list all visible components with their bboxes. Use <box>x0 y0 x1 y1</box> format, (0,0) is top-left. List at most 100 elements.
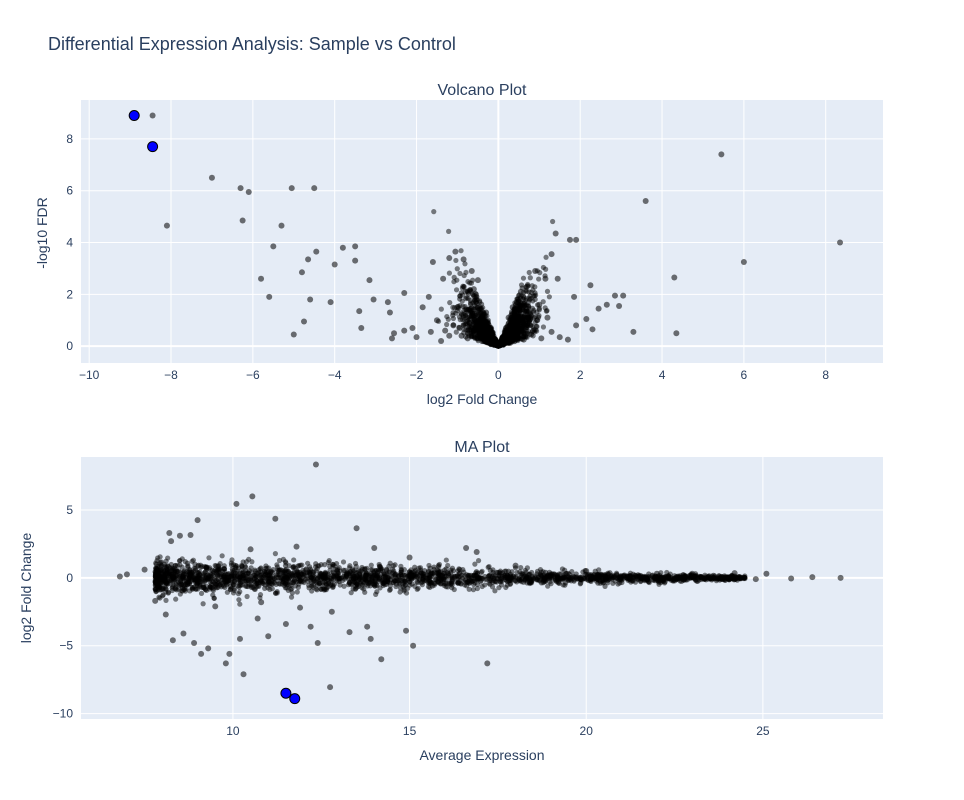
volcano-point <box>595 305 602 312</box>
volcano-point <box>474 277 481 284</box>
ma-point <box>662 574 668 580</box>
ma-point <box>534 571 540 577</box>
ma-point <box>269 586 275 592</box>
ma-x-tick-label: 15 <box>403 724 417 738</box>
volcano-point <box>463 269 469 276</box>
volcano-point <box>483 309 490 316</box>
ma-point <box>645 574 651 580</box>
ma-point <box>340 559 347 565</box>
volcano-point <box>311 185 318 192</box>
volcano-point <box>544 314 551 321</box>
ma-point <box>492 588 498 594</box>
volcano-point <box>327 299 334 306</box>
volcano-point <box>513 299 520 306</box>
ma-point <box>537 566 544 573</box>
volcano-point <box>544 288 551 294</box>
volcano-highlight-point <box>128 110 140 122</box>
ma-point <box>316 580 322 586</box>
ma-point <box>335 570 341 576</box>
ma-point <box>257 566 264 572</box>
volcano-point <box>479 314 485 321</box>
ma-point <box>194 582 200 588</box>
ma-point <box>421 567 428 574</box>
ma-point <box>489 584 496 590</box>
ma-point <box>346 629 353 636</box>
ma-point <box>166 569 172 575</box>
ma-point <box>380 576 386 583</box>
volcano-point <box>538 335 545 342</box>
ma-point <box>378 656 385 663</box>
ma-point <box>466 586 472 592</box>
ma-point <box>377 564 383 570</box>
ma-point <box>240 671 247 678</box>
volcano-point <box>564 336 571 343</box>
ma-point <box>511 573 517 580</box>
ma-point <box>201 578 208 585</box>
ma-point <box>166 530 173 537</box>
ma-plot-title: MA Plot <box>454 439 510 456</box>
ma-point <box>646 579 652 586</box>
ma-point <box>304 578 310 584</box>
ma-point <box>429 583 435 589</box>
volcano-point <box>466 319 473 326</box>
ma-point <box>447 574 453 580</box>
volcano-point <box>409 325 416 332</box>
ma-point <box>194 517 201 524</box>
volcano-point <box>163 222 170 229</box>
ma-point <box>368 567 374 573</box>
ma-point <box>472 561 478 567</box>
ma-point <box>282 585 289 591</box>
volcano-point <box>270 243 277 250</box>
volcano-point <box>391 330 398 337</box>
ma-point <box>274 578 281 584</box>
ma-point <box>237 601 243 607</box>
ma-point <box>486 563 492 570</box>
ma-point <box>371 544 378 551</box>
ma-point <box>221 563 227 569</box>
ma-point <box>410 642 417 649</box>
volcano-point <box>358 325 365 332</box>
volcano-point <box>502 328 509 335</box>
ma-point <box>680 574 686 580</box>
ma-point <box>474 577 480 583</box>
ma-point <box>518 564 524 571</box>
ma-point <box>721 576 728 582</box>
volcano-point <box>506 337 513 344</box>
volcano-point <box>413 334 420 341</box>
volcano-point <box>446 270 452 276</box>
volcano-point <box>298 269 305 276</box>
volcano-point <box>339 244 346 251</box>
ma-point <box>293 543 300 550</box>
ma-point <box>237 578 243 584</box>
volcano-point <box>468 327 475 334</box>
ma-point <box>297 604 304 611</box>
ma-point <box>577 577 584 583</box>
volcano-point <box>571 293 578 300</box>
volcano-point <box>528 331 535 338</box>
volcano-point <box>461 326 467 332</box>
ma-point <box>443 557 449 563</box>
ma-point <box>191 639 198 646</box>
ma-point <box>230 581 236 587</box>
volcano-point <box>566 236 573 243</box>
ma-point <box>265 585 271 591</box>
ma-point <box>490 569 496 576</box>
volcano-point <box>458 332 465 339</box>
ma-point <box>414 579 420 585</box>
volcano-point <box>352 257 359 264</box>
ma-point <box>265 633 272 640</box>
ma-point <box>237 589 243 595</box>
volcano-point <box>536 276 542 282</box>
volcano-point <box>552 230 559 237</box>
volcano-point <box>278 222 285 229</box>
ma-point <box>229 557 235 563</box>
ma-point <box>179 575 185 581</box>
volcano-x-tick-label: 0 <box>495 368 502 382</box>
ma-point <box>158 563 164 570</box>
volcano-point <box>470 286 477 293</box>
ma-point <box>326 580 332 587</box>
ma-point <box>155 570 162 576</box>
volcano-point <box>461 322 467 329</box>
ma-point <box>219 553 225 559</box>
ma-point <box>435 562 442 569</box>
